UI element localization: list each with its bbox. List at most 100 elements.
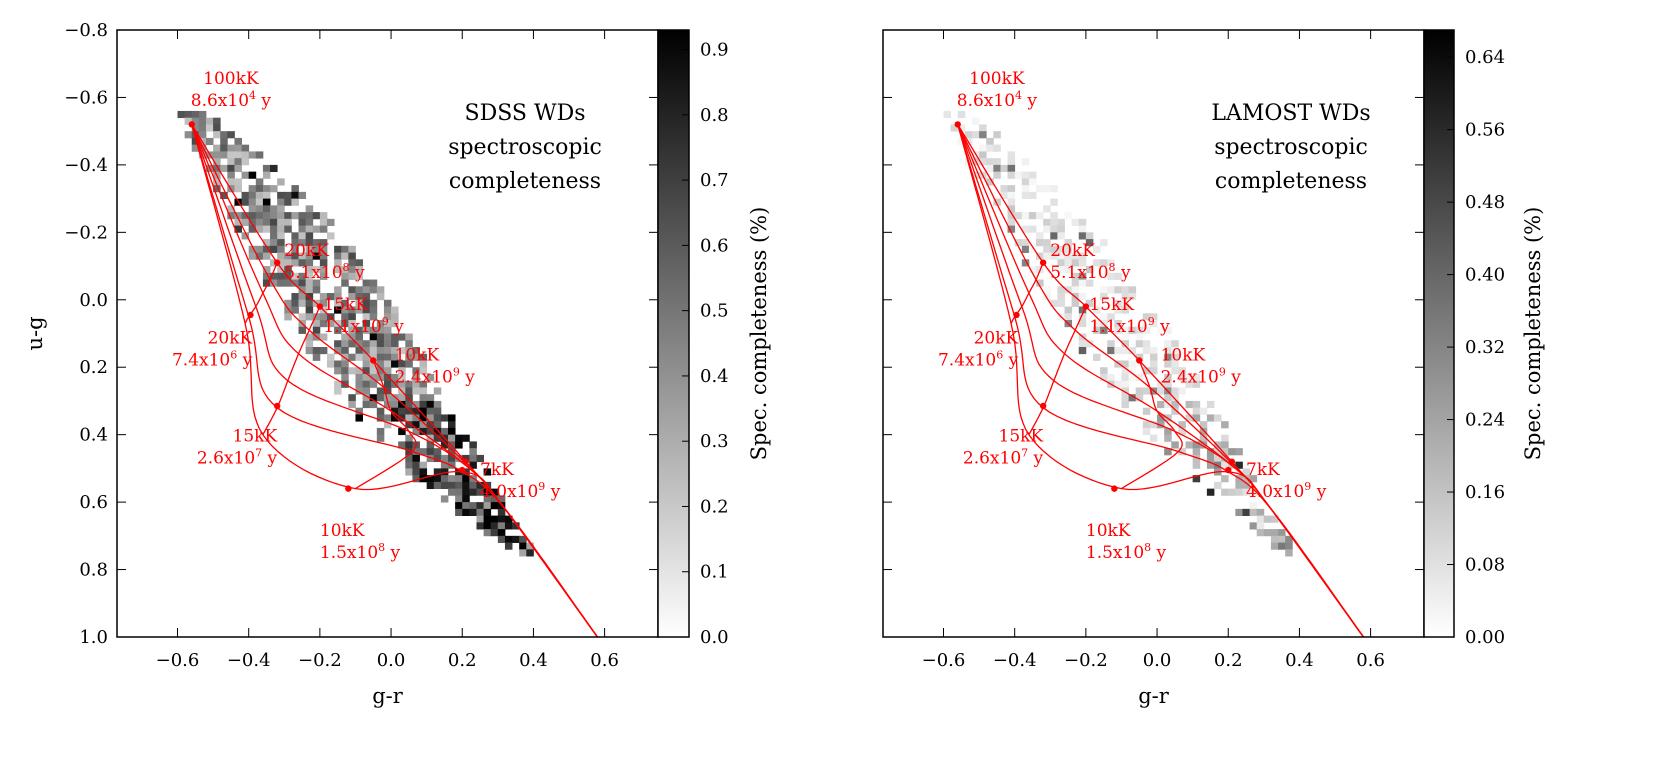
- annotation-age: 1.1x109 y: [1089, 315, 1170, 337]
- heatmap-bin: [362, 313, 371, 321]
- annotation-age: 5.1x108 y: [1050, 261, 1131, 283]
- heatmap-bin: [1107, 272, 1115, 280]
- heatmap-bin: [490, 515, 499, 523]
- x-tick-label: 0.4: [1285, 650, 1314, 671]
- heatmap-bin: [312, 212, 321, 220]
- heatmap-bin: [277, 198, 285, 206]
- heatmap-bin: [348, 306, 356, 314]
- heatmap-bin: [1007, 205, 1016, 213]
- heatmap-bin: [298, 299, 307, 307]
- heatmap-bin: [1235, 481, 1243, 490]
- heatmap-bin: [462, 481, 470, 490]
- heatmap-bin: [1007, 185, 1016, 193]
- heatmap-bin: [341, 252, 349, 260]
- heatmap-bin: [971, 117, 980, 125]
- heatmap-bin: [1057, 252, 1065, 260]
- heatmap-bin: [305, 299, 314, 307]
- heatmap-bin: [326, 293, 335, 301]
- track-marker: [273, 259, 281, 266]
- heatmap-bin: [277, 239, 285, 247]
- heatmap-bin: [1221, 488, 1229, 496]
- heatmap-bin: [213, 117, 221, 125]
- heatmap-bin: [312, 225, 321, 233]
- heatmap-bin: [943, 110, 952, 119]
- heatmap-bin: [519, 549, 527, 557]
- heatmap-bin: [291, 252, 299, 260]
- heatmap-bin: [433, 427, 442, 436]
- heatmap-bin: [1178, 373, 1186, 382]
- heatmap-bin: [213, 124, 221, 132]
- heatmap-bin: [319, 252, 328, 260]
- heatmap-bin: [1078, 293, 1087, 301]
- heatmap-bin: [291, 191, 299, 200]
- heatmap-bin: [1071, 259, 1080, 267]
- annotation-temperature: 10kK: [1161, 345, 1206, 365]
- heatmap-bin: [1121, 326, 1129, 334]
- heatmap-bin: [419, 407, 428, 415]
- heatmap-bin: [305, 259, 314, 267]
- heatmap-bin: [398, 360, 406, 368]
- heatmap-bin: [1043, 252, 1051, 260]
- heatmap-bin: [419, 427, 428, 436]
- heatmap-bin: [419, 414, 428, 422]
- heatmap-bin: [476, 515, 484, 523]
- heatmap-bin: [405, 346, 413, 355]
- heatmap-bin: [1192, 380, 1201, 388]
- colorbar: [657, 29, 690, 638]
- heatmap-bin: [362, 387, 371, 395]
- track-marker: [1082, 303, 1090, 310]
- heatmap-bin: [1285, 542, 1293, 550]
- heatmap-bin: [184, 117, 193, 125]
- heatmap-bin: [270, 205, 278, 213]
- x-tick-label: −0.4: [227, 650, 271, 671]
- heatmap-bin: [291, 279, 299, 287]
- heatmap-bin: [391, 373, 399, 382]
- heatmap-bin: [497, 535, 506, 543]
- heatmap-bin: [1164, 326, 1172, 334]
- heatmap-bin: [234, 218, 242, 226]
- heatmap-bin: [469, 448, 477, 456]
- heatmap-bin: [355, 259, 363, 267]
- heatmap-bin: [469, 441, 477, 449]
- heatmap-bin: [1192, 400, 1201, 409]
- heatmap-bin: [1164, 394, 1172, 402]
- heatmap-bin: [433, 421, 442, 429]
- heatmap-bin: [979, 158, 987, 166]
- annotation-temperature: 20kK: [208, 329, 253, 349]
- heatmap-bin: [1064, 306, 1073, 314]
- heatmap-bin: [277, 245, 285, 253]
- heatmap-bin: [355, 299, 363, 307]
- heatmap-bin: [362, 299, 371, 307]
- heatmap-bin: [1178, 421, 1186, 429]
- heatmap-bin: [412, 454, 420, 463]
- heatmap-bin: [412, 346, 420, 355]
- heatmap-bin: [234, 158, 242, 166]
- y-tick-label: 0.8: [79, 560, 108, 581]
- heatmap-bin: [312, 279, 321, 287]
- heatmap-bin: [412, 421, 420, 429]
- heatmap-bin: [504, 535, 513, 543]
- panel-title-line: completeness: [449, 169, 601, 194]
- heatmap-bin: [319, 239, 328, 247]
- annotation-age: 2.6x107 y: [197, 446, 278, 468]
- heatmap-bin: [1199, 441, 1208, 449]
- colorbar-tick-label: 0.08: [1465, 555, 1505, 576]
- heatmap-bin: [376, 360, 385, 368]
- heatmap-bin: [391, 400, 399, 409]
- heatmap-bin: [1278, 529, 1286, 537]
- heatmap-bin: [1100, 293, 1108, 301]
- heatmap-bin: [412, 373, 420, 382]
- heatmap-bin: [1100, 286, 1108, 294]
- heatmap-bin: [469, 481, 477, 490]
- panel-title-line: SDSS WDs: [465, 101, 586, 126]
- heatmap-bin: [1021, 245, 1030, 253]
- x-tick-label: −0.4: [993, 650, 1037, 671]
- heatmap-bin: [305, 239, 314, 247]
- heatmap-bin: [979, 144, 987, 152]
- heatmap-bin: [383, 340, 392, 348]
- heatmap-bin: [1171, 387, 1179, 395]
- heatmap-bin: [355, 387, 363, 395]
- heatmap-bin: [284, 198, 292, 206]
- heatmap-bin: [448, 475, 456, 483]
- heatmap-bin: [1021, 212, 1030, 220]
